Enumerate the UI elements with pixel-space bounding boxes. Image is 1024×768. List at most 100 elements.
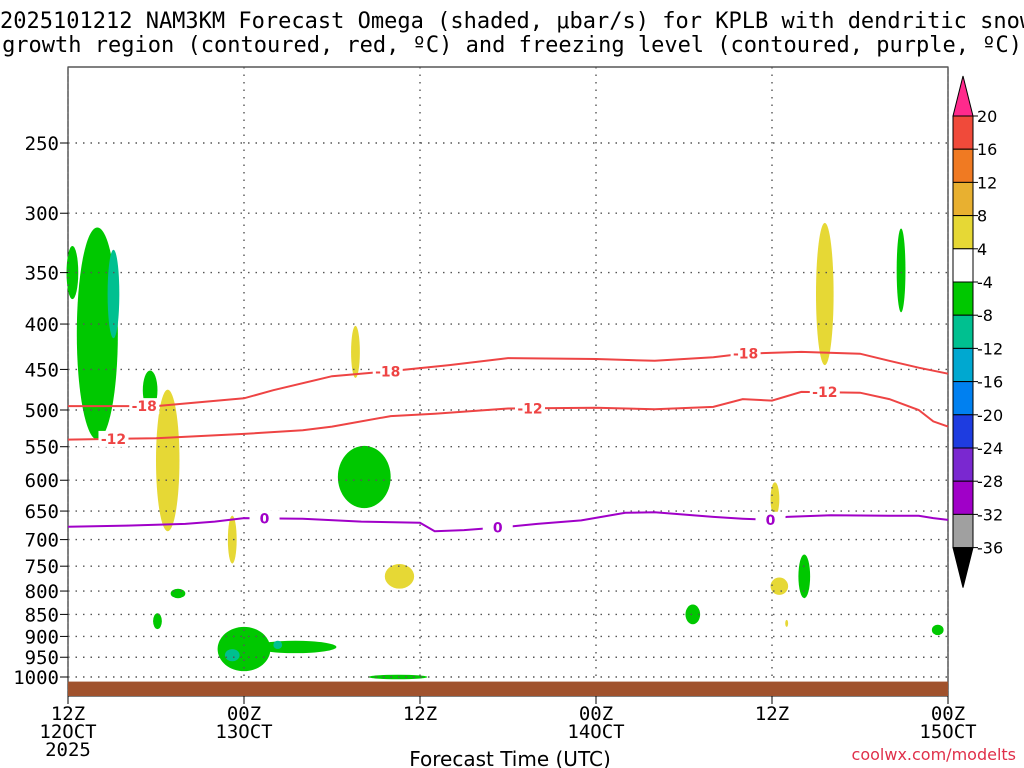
colorbar-label-1: 16 xyxy=(977,140,997,159)
y-tick-label-1000: 1000 xyxy=(13,667,59,689)
colorbar-segment-7 xyxy=(952,347,974,383)
subsidence-21z-low xyxy=(384,564,415,589)
y-tick-label-300: 300 xyxy=(25,203,59,225)
chart-title-line-1: 2025101212 NAM3KM Forecast Omega (shaded… xyxy=(0,9,1024,34)
freezing-level-label-bg xyxy=(249,510,280,527)
source-credit: coolwx.com/modelts xyxy=(852,745,1016,764)
ascent-07z-low xyxy=(685,604,701,625)
ascent-early-core xyxy=(107,249,120,339)
freezing-level-label: 0 xyxy=(260,511,270,527)
y-tick-label-500: 500 xyxy=(25,400,59,422)
colorbar-label-12: -32 xyxy=(977,505,1003,524)
freezing-level-line xyxy=(67,511,949,533)
freezing-level-label: 0 xyxy=(766,513,776,529)
colorbar-segment-2 xyxy=(952,181,974,217)
x-tick-label-12-l1: 00Z xyxy=(227,703,261,725)
dgz-minus18-label: -18 xyxy=(733,347,758,363)
y-tick-label-950: 950 xyxy=(25,647,59,669)
freezing-level-label-bg xyxy=(755,511,786,528)
ascent-19z-upper xyxy=(896,228,906,313)
ascent-04z-low xyxy=(798,554,811,599)
colorbar-segment-9 xyxy=(952,414,974,449)
colorbar-label-9: -20 xyxy=(977,406,1003,425)
dgz-minus12-label-bg xyxy=(515,400,545,417)
x-tick-label-36-l2: 14OCT xyxy=(567,721,624,743)
colorbar-top-triangle xyxy=(952,75,974,117)
colorbar-segment-10 xyxy=(952,447,974,482)
contour-lines: -18 -18 -18 -12 -12 -12 0 0 0 xyxy=(67,345,949,537)
y-tick-label-600: 600 xyxy=(25,470,59,492)
dgz-minus18-label-bg xyxy=(372,363,403,380)
colorbar-segment-11 xyxy=(952,480,974,515)
x-tick-label-60-l2: 15OCT xyxy=(919,721,976,743)
colorbar-label-0: 20 xyxy=(977,107,997,126)
subsidence-08z xyxy=(156,389,180,532)
colorbar-label-8: -16 xyxy=(977,373,1003,392)
ascent-800 xyxy=(170,588,186,599)
y-tick-label-350: 350 xyxy=(25,263,59,285)
y-tick-label-400: 400 xyxy=(25,314,59,336)
y-tick-label-450: 450 xyxy=(25,359,59,381)
colorbar-label-13: -36 xyxy=(977,539,1003,558)
dgz-minus18-label: -18 xyxy=(375,364,400,380)
colorbar-segment-3 xyxy=(952,215,974,250)
x-tick-label-24-l1: 12Z xyxy=(403,703,437,725)
subsidence-01z-low xyxy=(770,577,789,595)
dgz-minus18-label-bg xyxy=(129,398,160,415)
x-tick-label-0-l1: 12Z xyxy=(51,703,85,725)
colorbar-label-3: 8 xyxy=(977,207,987,226)
x-tick-label-0-l2: 12OCT xyxy=(39,721,96,743)
y-tick-label-900: 900 xyxy=(25,626,59,648)
y-tick-label-650: 650 xyxy=(25,501,59,523)
colorbar-bottom-triangle xyxy=(952,547,974,588)
subsidence-02z-spot xyxy=(785,619,789,627)
colorbar-segment-4 xyxy=(952,248,974,283)
colorbar-label-6: -8 xyxy=(977,306,993,325)
y-tick-label-550: 550 xyxy=(25,437,59,459)
x-tick-label-60-l1: 00Z xyxy=(931,703,965,725)
dgz-minus12-label: -12 xyxy=(517,401,542,417)
colorbar-segment-8 xyxy=(952,381,974,416)
subsidence-00z-low xyxy=(227,515,237,564)
dgz-minus18-line xyxy=(68,350,949,408)
y-tick-label-800: 800 xyxy=(25,581,59,603)
dgz-minus12-line xyxy=(67,390,949,441)
subsidence-00z-mid xyxy=(770,482,780,516)
colorbar: 20 16 12 8 4 -4 -8 -12 -16 -20 -24 -28 -32 -36 xyxy=(952,75,1003,588)
ascent-lowlevel-tail xyxy=(254,640,337,654)
colorbar-label-11: -28 xyxy=(977,472,1003,491)
dgz-minus12-label-bg xyxy=(809,384,840,401)
y-tick-label-750: 750 xyxy=(25,556,59,578)
ascent-860 xyxy=(153,613,162,630)
colorbar-label-2: 12 xyxy=(977,173,997,192)
ascent-early-column xyxy=(76,227,118,440)
dgz-minus12-label: -12 xyxy=(101,432,126,448)
ascent-left-edge xyxy=(66,246,79,300)
colorbar-segment-12 xyxy=(952,513,974,549)
colorbar-segment-5 xyxy=(952,281,974,316)
dgz-minus12-label: -12 xyxy=(812,385,837,401)
colorbar-label-4: 4 xyxy=(977,240,987,259)
ascent-23z-low xyxy=(931,624,944,636)
x-tick-label-48-l1: 12Z xyxy=(755,703,789,725)
colorbar-label-10: -24 xyxy=(977,439,1003,458)
colorbar-label-7: -12 xyxy=(977,339,1003,358)
ascent-17z-mid xyxy=(337,445,391,509)
terrain xyxy=(68,681,948,696)
x-tick-label-0-l3: 2025 xyxy=(45,739,91,761)
y-axis: 2503003504004505005506006507007508008509… xyxy=(13,133,68,689)
ascent-lowlevel-core xyxy=(224,649,240,662)
dgz-minus12-label-bg xyxy=(98,430,129,447)
subsidence-03z-upper xyxy=(816,222,834,366)
terrain-fill xyxy=(68,681,948,696)
y-tick-label-700: 700 xyxy=(25,530,59,552)
dgz-minus18-label: -18 xyxy=(132,399,157,415)
chart-title-line-2: growth region (contoured, red, ºC) and f… xyxy=(2,33,1022,58)
freezing-level-label-bg xyxy=(482,519,513,536)
y-tick-label-250: 250 xyxy=(25,133,59,155)
subsidence-19z-upper xyxy=(351,325,360,378)
colorbar-segment-6 xyxy=(952,314,974,349)
freezing-level-label: 0 xyxy=(493,521,503,537)
